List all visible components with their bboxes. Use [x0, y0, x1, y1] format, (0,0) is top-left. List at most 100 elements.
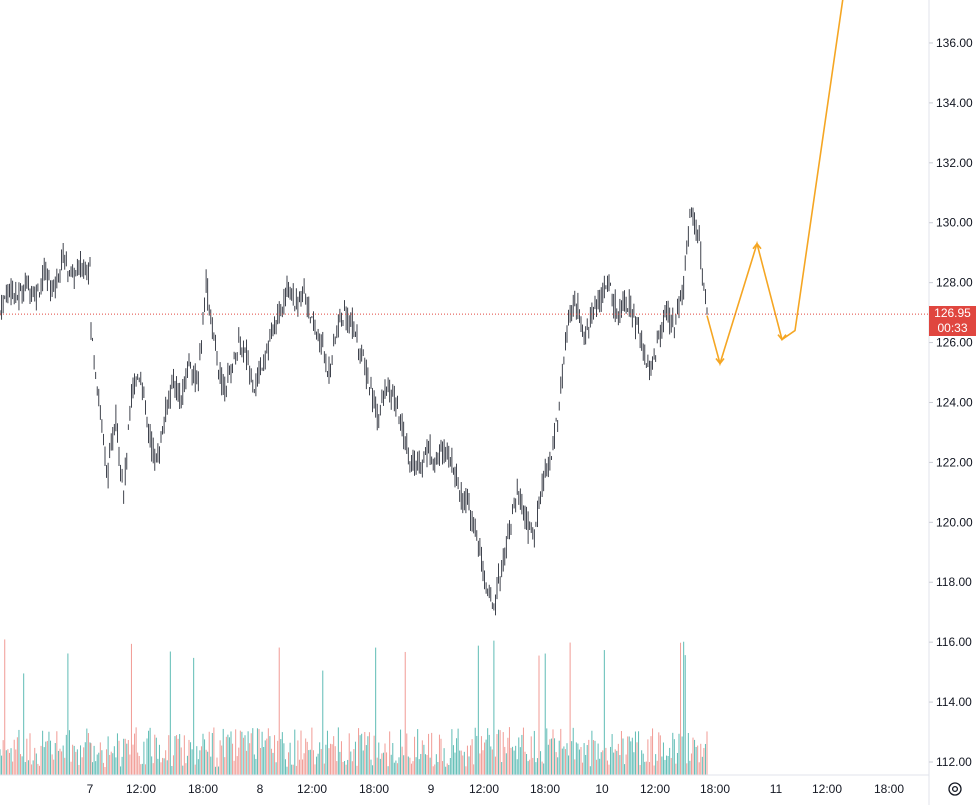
volume-bar [288, 752, 290, 775]
volume-bar [658, 732, 660, 775]
volume-bar [431, 732, 433, 775]
volume-bar [466, 745, 468, 775]
volume-bar [286, 766, 288, 775]
volume-bar [659, 735, 661, 775]
volume-bar [372, 765, 374, 775]
volume-bar [356, 765, 358, 775]
price-axis[interactable]: 112.00 114.00 116.00 118.00 120.00 122.00 124.… [929, 36, 973, 769]
volume-bar [480, 736, 482, 775]
volume-bar [678, 733, 680, 775]
volume-bar [437, 762, 439, 775]
volume-bar [134, 733, 136, 775]
x-tick-label: 18:00 [700, 782, 730, 796]
volume-bar [361, 733, 363, 775]
volume-bar [56, 731, 58, 775]
volume-bar [48, 731, 50, 775]
volume-bar [289, 742, 291, 775]
volume-bar [148, 730, 150, 775]
volume-bar [129, 754, 131, 775]
volume-bar [112, 753, 114, 775]
volume-bar [442, 761, 444, 775]
volume-bar [312, 750, 314, 775]
volume-bar [434, 764, 436, 775]
volume-bar [62, 745, 64, 775]
volume-bar [284, 759, 286, 775]
volume-bar [34, 747, 36, 775]
volume-bar [199, 750, 201, 775]
volume-bar [572, 727, 574, 775]
volume-bar [376, 757, 378, 775]
settings-gear-icon[interactable] [944, 778, 966, 800]
volume-bar [154, 734, 156, 775]
volume-bar [575, 742, 577, 775]
volume-bar [577, 743, 579, 775]
volume-bar [661, 756, 663, 775]
volume-bar [185, 763, 187, 775]
volume-bar [18, 729, 20, 775]
volume-bar [653, 765, 655, 775]
volume-bar [588, 739, 590, 775]
volume-bar [459, 750, 461, 775]
volume-bar [633, 752, 635, 775]
volume-bar [627, 736, 629, 775]
volume-bar [375, 647, 377, 775]
volume-bar [345, 764, 347, 775]
volume-bar [116, 733, 118, 775]
volume-bar [428, 733, 430, 775]
volume-bar [7, 749, 9, 775]
volume-bar [59, 748, 61, 775]
x-tick-label: 10 [595, 782, 609, 796]
volume-bar [498, 729, 500, 775]
volume-bar [179, 734, 181, 775]
volume-bar [228, 737, 230, 775]
volume-bar [236, 756, 238, 775]
volume-bar [115, 757, 117, 775]
volume-bar [238, 747, 240, 775]
volume-bar [697, 745, 699, 775]
volume-bar [32, 760, 34, 775]
volume-bar [460, 750, 462, 775]
projection-line [706, 0, 844, 367]
projection-path [706, 0, 844, 367]
x-tick-label: 12:00 [812, 782, 842, 796]
volume-bar [683, 641, 685, 775]
volume-bar [347, 759, 349, 775]
volume-bar [163, 758, 165, 775]
volume-bar [222, 728, 224, 775]
volume-bar [429, 757, 431, 775]
volume-bar [443, 748, 445, 775]
volume-bar [634, 731, 636, 775]
volume-bar [162, 757, 164, 775]
volume-bar [246, 750, 248, 775]
volume-bar [599, 758, 601, 775]
volume-bar [10, 748, 12, 775]
volume-bar [40, 745, 42, 775]
volume-bar [16, 737, 18, 775]
volume-bar [342, 762, 344, 775]
volume-bar [574, 759, 576, 775]
volume-bar [364, 732, 366, 775]
time-axis[interactable]: 7 12:00 18:00 8 12:00 18:00 9 12:00 18:00 10 12:00… [87, 782, 905, 796]
volume-bar [389, 731, 391, 775]
volume-bar [144, 764, 146, 775]
volume-bar [225, 736, 227, 775]
volume-bar [155, 737, 157, 775]
candlesticks [0, 207, 708, 616]
volume-bar [99, 742, 101, 775]
volume-bar [493, 640, 495, 775]
volume-bar [256, 728, 258, 775]
volume-bar [340, 741, 342, 775]
volume-bar [57, 750, 59, 775]
volume-bar [390, 754, 392, 775]
x-tick-label: 12:00 [640, 782, 670, 796]
volume-bar [603, 650, 605, 775]
volume-bar [331, 744, 333, 775]
volume-bar [488, 734, 490, 775]
volume-bar [89, 742, 91, 775]
volume-bar [157, 758, 159, 775]
x-tick-label: 8 [257, 782, 264, 796]
volume-bar [269, 736, 271, 775]
volume-bar [501, 762, 503, 775]
